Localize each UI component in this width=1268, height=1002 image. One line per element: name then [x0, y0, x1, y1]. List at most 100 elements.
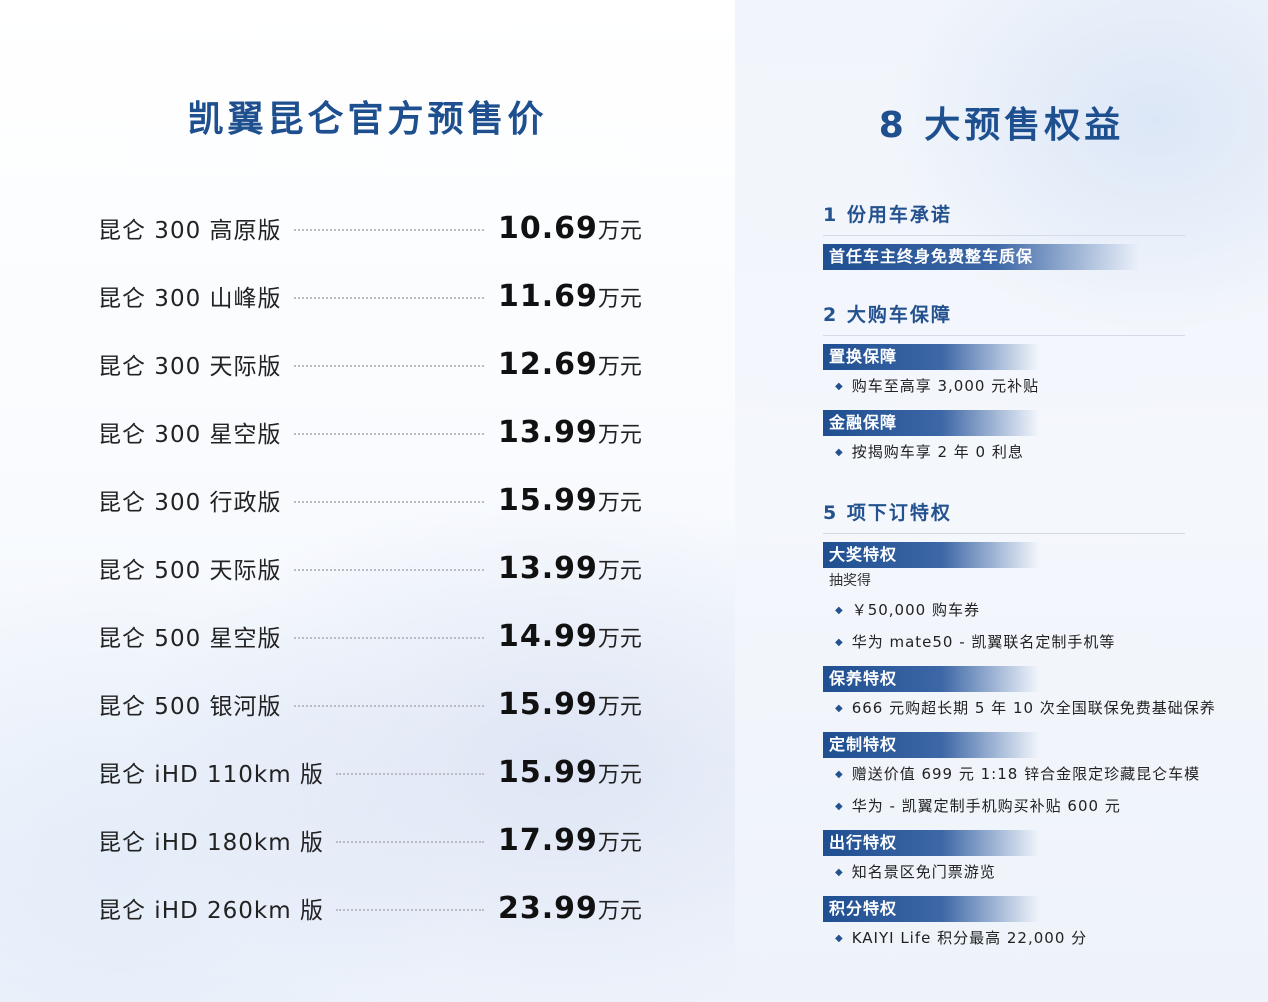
benefits-list: 1 份用车承诺 首任车主终身免费整车质保 2 大购车保障 置换保障 ◆ 购车至高享… [823, 200, 1253, 954]
benefit-item: ◆ 华为 mate50 - 凯翼联名定制手机等 [823, 626, 1253, 658]
benefit-item: ◆ 赠送价值 699 元 1:18 锌合金限定珍藏昆仑车模 [823, 758, 1253, 790]
price-row: 昆仑 500 天际版 13.99万元 [98, 534, 642, 602]
model-name: 昆仑 500 银河版 [98, 694, 282, 720]
price-list: 昆仑 300 高原版 10.69万元 昆仑 300 山峰版 11.69万元 昆仑… [98, 194, 642, 942]
dotted-leader [293, 433, 484, 435]
benefit-item: ◆ 666 元购超长期 5 年 10 次全国联保免费基础保养 [823, 692, 1253, 724]
benefit-tag-custom: 定制特权 [823, 732, 1039, 758]
price-number: 12.69 [498, 346, 598, 382]
model-name: 昆仑 500 天际版 [98, 558, 282, 584]
dotted-leader [293, 501, 484, 503]
model-name: 昆仑 300 天际版 [98, 354, 282, 380]
section-heading-order-privileges: 5 项下订特权 [823, 498, 1185, 534]
price-unit: 万元 [597, 694, 642, 720]
model-name: 昆仑 iHD 260km 版 [98, 898, 324, 924]
dotted-leader [335, 841, 484, 843]
price-unit: 万元 [597, 762, 642, 788]
price-unit: 万元 [597, 218, 642, 244]
model-name: 昆仑 iHD 180km 版 [98, 830, 324, 856]
diamond-bullet-icon: ◆ [835, 447, 844, 458]
model-name: 昆仑 300 星空版 [98, 422, 282, 448]
benefit-item-text: ￥50,000 购车券 [851, 601, 980, 619]
price-unit: 万元 [597, 490, 642, 516]
price-unit: 万元 [597, 898, 642, 924]
price-value: 12.69万元 [498, 346, 642, 382]
price-unit: 万元 [597, 830, 642, 856]
diamond-bullet-icon: ◆ [835, 867, 844, 878]
price-number: 15.99 [498, 754, 598, 790]
price-value: 13.99万元 [498, 550, 642, 586]
price-unit: 万元 [597, 286, 642, 312]
benefit-tag-warranty: 首任车主终身免费整车质保 [823, 244, 1139, 270]
price-row: 昆仑 300 山峰版 11.69万元 [98, 262, 642, 330]
price-number: 14.99 [498, 618, 598, 654]
benefit-tag-trade-in: 置换保障 [823, 344, 1039, 370]
diamond-bullet-icon: ◆ [835, 769, 844, 780]
benefit-item-text: 购车至高享 3,000 元补贴 [851, 377, 1040, 395]
diamond-bullet-icon: ◆ [835, 933, 844, 944]
price-row: 昆仑 iHD 260km 版 23.99万元 [98, 874, 642, 942]
benefit-item-text: 按揭购车享 2 年 0 利息 [851, 443, 1024, 461]
section-heading-purchase-guarantee: 2 大购车保障 [823, 300, 1185, 336]
dotted-leader [293, 637, 484, 639]
benefit-item: ◆ ￥50,000 购车券 [823, 594, 1253, 626]
price-value: 10.69万元 [498, 210, 642, 246]
price-value: 14.99万元 [498, 618, 642, 654]
dotted-leader [293, 705, 484, 707]
price-number: 10.69 [498, 210, 598, 246]
benefit-item-text: 华为 - 凯翼定制手机购买补贴 600 元 [851, 797, 1121, 815]
dotted-leader [293, 229, 484, 231]
dotted-leader [335, 773, 484, 775]
price-row: 昆仑 500 银河版 15.99万元 [98, 670, 642, 738]
price-unit: 万元 [597, 626, 642, 652]
diamond-bullet-icon: ◆ [835, 637, 844, 648]
price-row: 昆仑 300 星空版 13.99万元 [98, 398, 642, 466]
price-row: 昆仑 300 行政版 15.99万元 [98, 466, 642, 534]
benefit-item-text: 赠送价值 699 元 1:18 锌合金限定珍藏昆仑车模 [851, 765, 1201, 783]
benefit-item: ◆ 知名景区免门票游览 [823, 856, 1253, 888]
model-name: 昆仑 500 星空版 [98, 626, 282, 652]
price-row: 昆仑 iHD 110km 版 15.99万元 [98, 738, 642, 806]
price-number: 23.99 [498, 890, 598, 926]
price-value: 15.99万元 [498, 754, 642, 790]
dotted-leader [335, 909, 484, 911]
price-value: 15.99万元 [498, 482, 642, 518]
section-heading-commitment: 1 份用车承诺 [823, 200, 1185, 236]
price-number: 13.99 [498, 550, 598, 586]
dotted-leader [293, 297, 484, 299]
price-number: 17.99 [498, 822, 598, 858]
diamond-bullet-icon: ◆ [835, 381, 844, 392]
benefit-item: ◆ KAIYI Life 积分最高 22,000 分 [823, 922, 1253, 954]
benefit-item: ◆ 华为 - 凯翼定制手机购买补贴 600 元 [823, 790, 1253, 822]
benefit-tag-finance: 金融保障 [823, 410, 1039, 436]
model-name: 昆仑 iHD 110km 版 [98, 762, 324, 788]
price-number: 15.99 [498, 686, 598, 722]
price-row: 昆仑 300 天际版 12.69万元 [98, 330, 642, 398]
benefit-tag-points: 积分特权 [823, 896, 1039, 922]
benefit-item-text: 华为 mate50 - 凯翼联名定制手机等 [851, 633, 1116, 651]
price-row: 昆仑 iHD 180km 版 17.99万元 [98, 806, 642, 874]
benefit-tag-maintenance: 保养特权 [823, 666, 1039, 692]
benefit-item: ◆ 按揭购车享 2 年 0 利息 [823, 436, 1253, 468]
price-row: 昆仑 300 高原版 10.69万元 [98, 194, 642, 262]
benefit-item-text: KAIYI Life 积分最高 22,000 分 [851, 929, 1088, 947]
benefit-tag-travel: 出行特权 [823, 830, 1039, 856]
model-name: 昆仑 300 高原版 [98, 218, 282, 244]
price-value: 15.99万元 [498, 686, 642, 722]
price-value: 17.99万元 [498, 822, 642, 858]
diamond-bullet-icon: ◆ [835, 703, 844, 714]
model-name: 昆仑 300 山峰版 [98, 286, 282, 312]
presale-price-panel: 凯翼昆仑官方预售价 昆仑 300 高原版 10.69万元 昆仑 300 山峰版 … [0, 0, 735, 1002]
presale-benefits-panel: 8 大预售权益 1 份用车承诺 首任车主终身免费整车质保 2 大购车保障 置换保… [735, 0, 1268, 1002]
dotted-leader [293, 365, 484, 367]
benefit-item-text: 666 元购超长期 5 年 10 次全国联保免费基础保养 [851, 699, 1216, 717]
price-value: 13.99万元 [498, 415, 642, 450]
dotted-leader [293, 569, 484, 571]
price-unit: 万元 [597, 558, 642, 584]
price-panel-title: 凯翼昆仑官方预售价 [187, 99, 548, 140]
diamond-bullet-icon: ◆ [835, 801, 844, 812]
price-row: 昆仑 500 星空版 14.99万元 [98, 602, 642, 670]
benefit-note: 抽奖得 [829, 573, 871, 589]
benefit-tag-grand-prize: 大奖特权 [823, 542, 1039, 568]
price-number: 15.99 [498, 482, 598, 518]
